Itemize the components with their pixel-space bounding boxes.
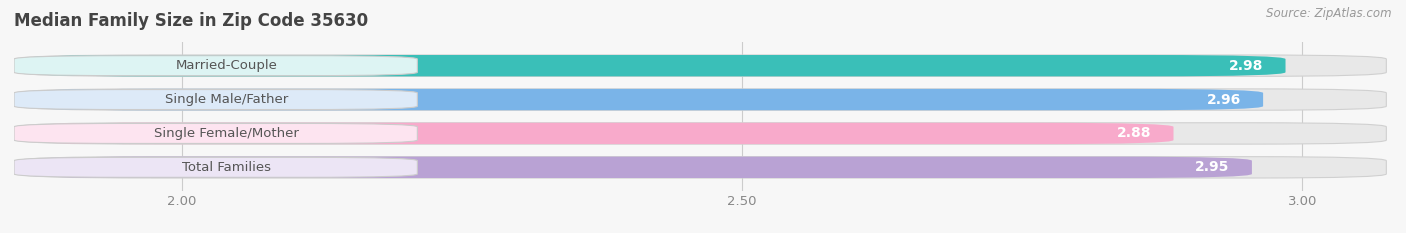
- FancyBboxPatch shape: [20, 123, 1386, 144]
- FancyBboxPatch shape: [20, 123, 1174, 144]
- Text: Median Family Size in Zip Code 35630: Median Family Size in Zip Code 35630: [14, 12, 368, 30]
- FancyBboxPatch shape: [20, 157, 1251, 178]
- Text: Single Male/Father: Single Male/Father: [166, 93, 288, 106]
- Text: 2.88: 2.88: [1116, 127, 1152, 140]
- Text: Total Families: Total Families: [183, 161, 271, 174]
- FancyBboxPatch shape: [14, 157, 418, 177]
- FancyBboxPatch shape: [20, 55, 1386, 76]
- Text: 2.96: 2.96: [1206, 93, 1240, 106]
- Text: 2.98: 2.98: [1229, 59, 1263, 73]
- Text: Married-Couple: Married-Couple: [176, 59, 278, 72]
- Text: 2.95: 2.95: [1195, 160, 1229, 174]
- FancyBboxPatch shape: [14, 56, 418, 76]
- FancyBboxPatch shape: [20, 157, 1386, 178]
- FancyBboxPatch shape: [20, 89, 1386, 110]
- Text: Single Female/Mother: Single Female/Mother: [155, 127, 299, 140]
- FancyBboxPatch shape: [20, 89, 1263, 110]
- Text: Source: ZipAtlas.com: Source: ZipAtlas.com: [1267, 7, 1392, 20]
- FancyBboxPatch shape: [14, 89, 418, 110]
- FancyBboxPatch shape: [14, 123, 418, 144]
- FancyBboxPatch shape: [20, 55, 1285, 76]
